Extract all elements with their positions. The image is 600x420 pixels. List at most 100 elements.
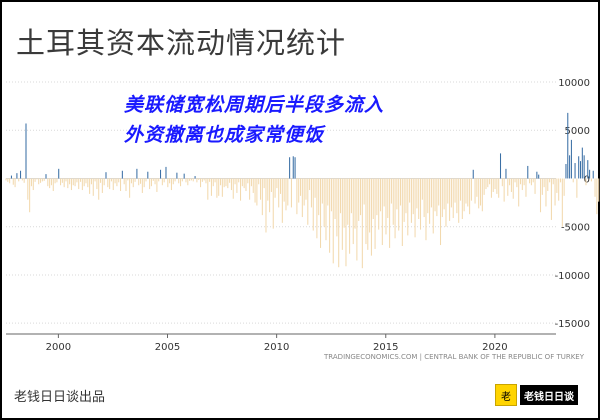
bar <box>250 178 252 187</box>
bar <box>110 178 112 182</box>
bar <box>407 178 409 236</box>
bar <box>347 178 349 225</box>
bar <box>574 163 576 179</box>
bar <box>194 176 196 179</box>
bar <box>321 178 323 204</box>
bar <box>339 178 342 214</box>
bar <box>501 178 503 187</box>
bar <box>509 178 511 186</box>
bar <box>525 178 527 197</box>
y-tick-label: 0 <box>584 174 590 185</box>
bar <box>50 178 52 186</box>
bar <box>534 178 536 194</box>
bar <box>183 173 185 179</box>
bar <box>176 172 178 179</box>
bar <box>21 178 23 181</box>
x-tick-label: 2010 <box>264 342 289 353</box>
bar <box>165 166 167 179</box>
bar <box>25 123 27 179</box>
bar <box>336 178 338 237</box>
bar <box>80 178 82 182</box>
bar <box>287 178 289 206</box>
bar <box>447 178 449 204</box>
y-tick-label: -15000 <box>555 319 590 330</box>
bar <box>85 178 87 184</box>
bar <box>7 178 9 182</box>
bar <box>349 178 351 254</box>
bar <box>589 169 591 179</box>
bar <box>545 178 547 207</box>
bar <box>245 178 247 192</box>
bar <box>98 178 100 200</box>
bar <box>485 178 487 190</box>
bar <box>325 178 327 241</box>
bar <box>276 178 278 189</box>
bar <box>523 178 525 186</box>
bar <box>187 178 189 186</box>
bar <box>70 178 72 191</box>
bar <box>370 178 372 256</box>
bar <box>78 178 80 190</box>
bar <box>350 178 352 214</box>
bar <box>503 178 505 202</box>
y-tick-label: 5000 <box>565 126 590 137</box>
bar <box>47 178 49 187</box>
bar <box>10 175 12 179</box>
bar <box>479 178 482 206</box>
bar <box>318 178 320 216</box>
bar <box>410 178 412 223</box>
bar <box>105 172 107 179</box>
bar <box>141 178 143 193</box>
bar <box>369 178 371 233</box>
bar <box>458 178 460 223</box>
bar <box>434 178 436 212</box>
bar <box>200 178 202 188</box>
bar <box>441 178 443 218</box>
bar <box>20 170 22 179</box>
bar <box>312 178 314 231</box>
bar <box>203 178 205 181</box>
bar <box>254 178 256 203</box>
logo-text: 老钱日日谈 <box>520 385 578 405</box>
bar <box>54 178 56 184</box>
bar <box>549 178 551 183</box>
bar <box>149 178 151 190</box>
bar <box>403 178 405 222</box>
bar <box>140 178 142 184</box>
bar <box>252 178 254 193</box>
bar <box>129 178 131 198</box>
bar <box>14 178 16 188</box>
bar <box>218 178 220 196</box>
bar <box>392 178 394 225</box>
bar <box>285 178 287 211</box>
bar <box>112 178 114 191</box>
bar <box>40 178 42 183</box>
page-title: 土耳其资本流动情况统计 <box>16 26 347 60</box>
bar <box>114 178 116 184</box>
bar <box>130 178 132 184</box>
bar <box>409 178 411 203</box>
bar <box>519 178 522 185</box>
bar <box>301 178 303 218</box>
bar <box>547 178 549 192</box>
bar <box>445 178 447 227</box>
bar <box>232 178 234 199</box>
bar <box>63 178 65 188</box>
bar <box>189 178 191 181</box>
bar <box>494 178 496 190</box>
bar <box>418 178 420 219</box>
bar <box>147 171 149 179</box>
bar <box>132 178 134 188</box>
bar <box>518 178 520 207</box>
bar <box>180 178 182 187</box>
bar <box>581 147 583 179</box>
bar <box>374 178 376 249</box>
bar <box>323 178 325 227</box>
bar <box>594 178 596 197</box>
bar <box>220 178 222 186</box>
bar <box>9 178 11 184</box>
bar <box>223 178 225 188</box>
bar <box>238 178 240 183</box>
